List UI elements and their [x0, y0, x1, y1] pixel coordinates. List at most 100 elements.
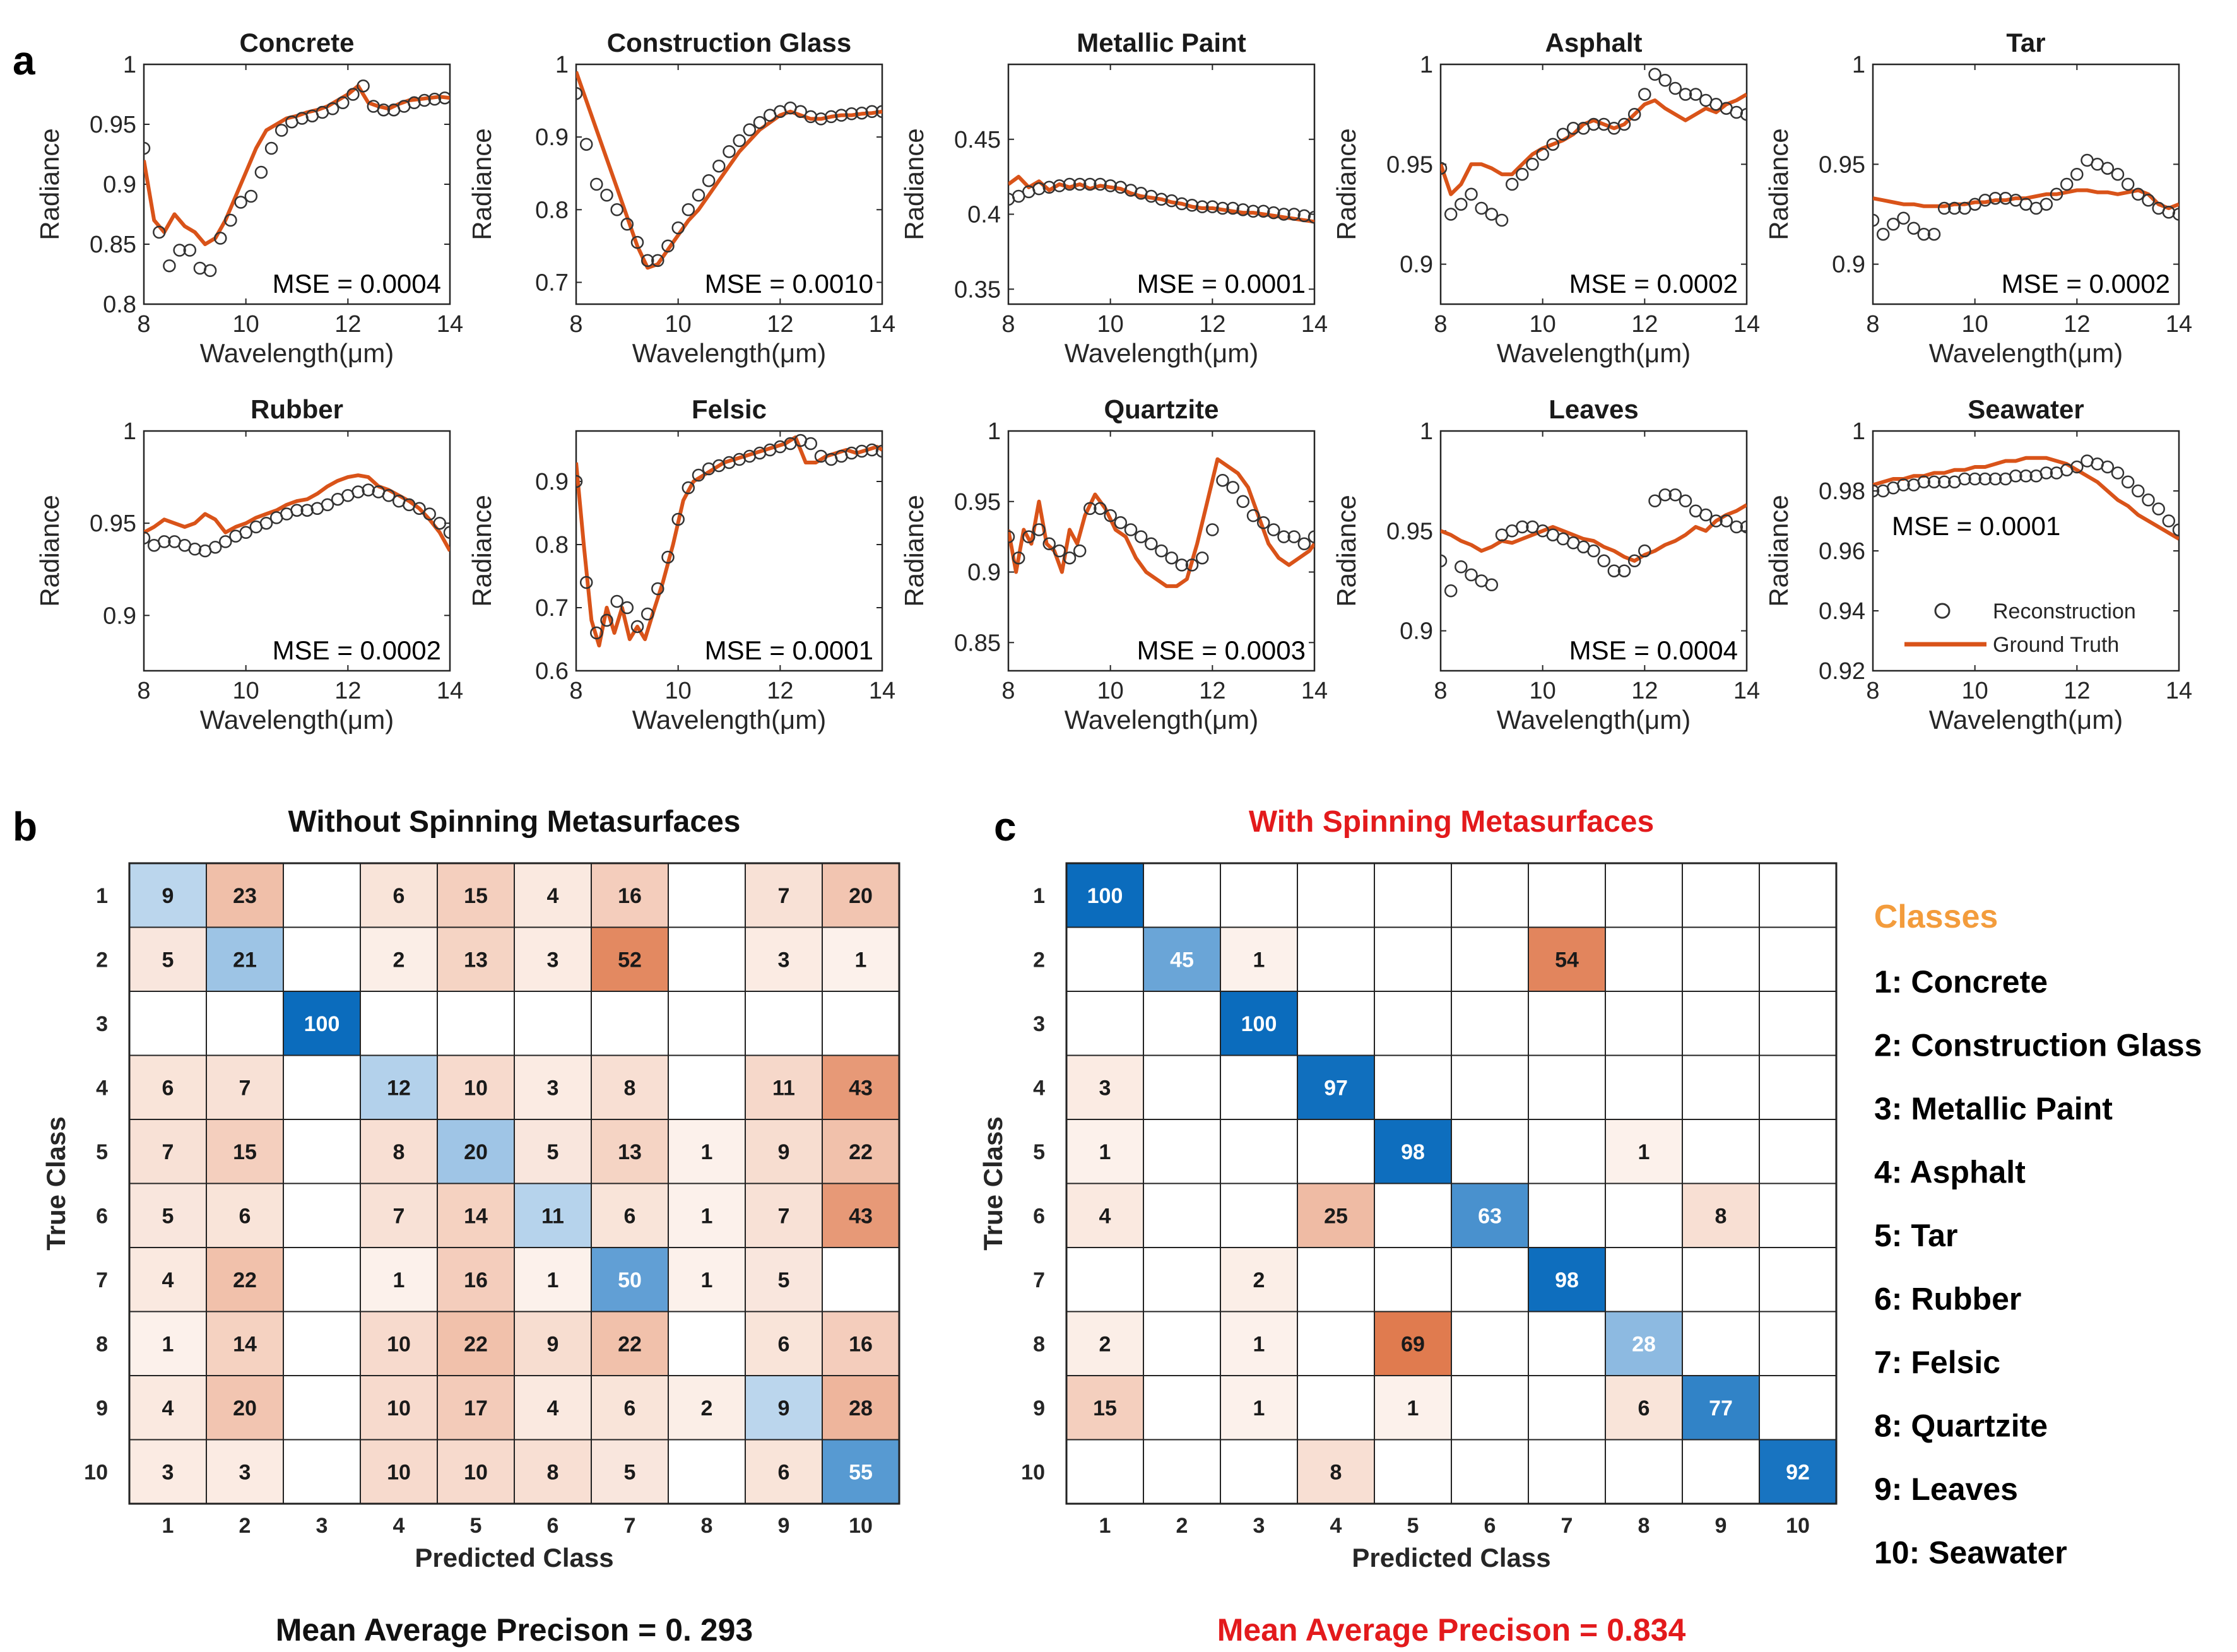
reconstruction-point	[1022, 530, 1036, 543]
matrix-cell	[1143, 1119, 1221, 1184]
reconstruction-point	[1658, 74, 1672, 87]
reconstruction-point	[163, 259, 176, 273]
x-axis-label: Wavelength(μm)	[1065, 705, 1258, 735]
cell-value: 15	[1093, 1396, 1117, 1420]
cell-value: 21	[233, 948, 257, 972]
matrix-cell	[1451, 1439, 1529, 1504]
reconstruction-point	[2142, 194, 2155, 207]
reconstruction-point	[2111, 466, 2125, 480]
x-tick-label: 8	[1001, 678, 1015, 704]
reconstruction-point	[1485, 208, 1499, 221]
cell-value: 10	[387, 1396, 411, 1420]
class-legend-item: 2: Construction Glass	[1874, 1028, 2202, 1063]
cell-value: 8	[624, 1076, 636, 1100]
column-label: 6	[1484, 1514, 1496, 1538]
cell-value: 8	[547, 1460, 559, 1484]
reconstruction-point	[1937, 201, 1951, 215]
reconstruction-point	[1053, 179, 1066, 192]
spectrum-chart: Tar 8 10 12 14 0.9 0.95 1 Wavelength(μm) Radiance…	[1764, 28, 2192, 368]
legend-marker-reconstruction	[1934, 603, 1951, 619]
spectrum-chart: Construction Glass 8 10 12 14 0.7 0.8 0.9 1 Wavel…	[467, 28, 895, 368]
x-tick-label: 12	[1631, 678, 1658, 704]
plot-data	[1008, 457, 1314, 588]
reconstruction-point	[1516, 520, 1529, 534]
reconstruction-point	[1246, 509, 1260, 522]
matrix-cell	[1759, 1439, 1837, 1504]
cell-value: 25	[1324, 1204, 1348, 1228]
reconstruction-point	[1165, 551, 1178, 565]
reconstruction-point	[2039, 198, 2053, 211]
cell-value: 5	[778, 1268, 790, 1292]
row-label: 8	[96, 1332, 108, 1356]
matrix-cell	[745, 1119, 823, 1184]
y-axis-label: Radiance	[1764, 128, 1793, 240]
cell-value: 6	[778, 1460, 790, 1484]
reconstruction-point	[1658, 488, 1672, 502]
reconstruction-point	[264, 141, 278, 155]
matrix-cell	[668, 1439, 746, 1504]
reconstruction-point	[743, 123, 757, 136]
reconstruction-point	[423, 507, 436, 521]
cell-value: 10	[464, 1460, 488, 1484]
x-tick-label: 12	[2063, 678, 2090, 704]
matrix-cell	[1759, 991, 1837, 1056]
reconstruction-point	[144, 141, 151, 155]
reconstruction-point	[875, 105, 882, 119]
reconstruction-point	[1063, 177, 1077, 191]
matrix-cell	[1759, 1375, 1837, 1441]
x-tick-label: 10	[1097, 678, 1124, 704]
cell-value: 15	[233, 1140, 257, 1164]
matrix-cell	[1605, 1183, 1683, 1248]
matrix-cell	[360, 1247, 438, 1313]
reconstruction-point	[1720, 514, 1733, 528]
reconstruction-point	[1297, 209, 1311, 223]
cell-value: 9	[778, 1396, 790, 1420]
chart-title: Seawater	[1968, 394, 2084, 424]
cell-value: 4	[162, 1268, 174, 1292]
matrix-cell	[1528, 1311, 1606, 1376]
reconstruction-point	[1597, 554, 1610, 568]
spectra-panels: Concrete 8 10 12 14 0.8 0.85 0.9 0.95 1 Wavelength…	[35, 28, 2192, 735]
y-axis-label: Radiance	[899, 128, 929, 240]
reconstruction-point	[855, 444, 868, 458]
matrix-cell	[668, 1054, 746, 1120]
matrix-cell	[822, 926, 900, 992]
y-axis-label: Radiance	[1331, 495, 1361, 606]
reconstruction-point	[428, 92, 442, 106]
cell-value: 5	[162, 948, 174, 972]
reconstruction-point	[1679, 88, 1692, 101]
mse-label: MSE = 0.0001	[1137, 269, 1306, 298]
reconstruction-point	[1124, 523, 1138, 536]
reconstruction-point	[362, 483, 375, 497]
matrix-cell	[283, 1054, 361, 1120]
ground-truth-line	[576, 435, 882, 647]
reconstruction-point	[438, 91, 450, 105]
reconstruction-point	[1998, 191, 2012, 205]
matrix-cell	[1451, 1247, 1529, 1313]
cell-value: 22	[618, 1332, 642, 1356]
panel-label-c: c	[994, 804, 1017, 849]
reconstruction-point	[1297, 537, 1311, 551]
matrix-cell	[514, 1439, 592, 1504]
matrix-cell	[1143, 863, 1221, 928]
reconstruction-point	[418, 93, 431, 107]
reconstruction-point	[1287, 530, 1301, 543]
plot-data	[576, 71, 882, 270]
class-legend-item: 1: Concrete	[1874, 964, 2048, 1000]
reconstruction-point	[2101, 460, 2115, 474]
matrix-cell	[283, 926, 361, 992]
reconstruction-point	[723, 145, 736, 158]
matrix-cell	[1605, 1247, 1683, 1313]
reconstruction-point	[1455, 198, 1468, 211]
reconstruction-point	[1948, 201, 1961, 215]
cell-value: 5	[624, 1460, 636, 1484]
x-tick-label: 10	[1962, 678, 1988, 704]
cell-value: 1	[393, 1268, 405, 1292]
matrix-cell	[1528, 1375, 1606, 1441]
plot-data	[1441, 68, 1747, 227]
reconstruction-point	[1526, 158, 1539, 171]
mse-label: MSE = 0.0001	[705, 635, 873, 665]
matrix-cell	[1297, 1311, 1375, 1376]
reconstruction-point	[1958, 472, 1971, 486]
